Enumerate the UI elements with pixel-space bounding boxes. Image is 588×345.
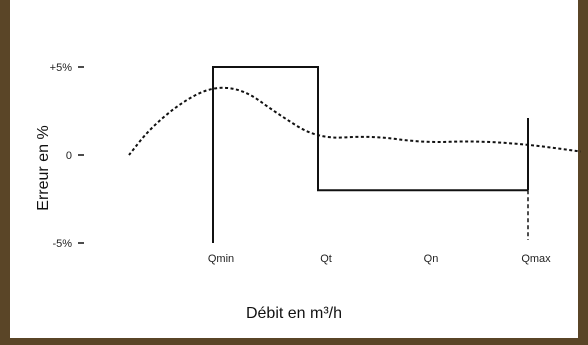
x-axis-ticks: Qmin Qt Qn Qmax [208,253,551,265]
x-axis-label: Débit en m³/h [245,305,343,322]
y-tick-label: 0 [66,150,72,162]
envelope-line [212,66,528,243]
y-tick-label: +5% [50,62,73,74]
y-axis-ticks: +5% 0 -5% [50,62,84,250]
x-tick-label: Qt [320,253,332,265]
x-tick-label: Qmax [521,253,551,265]
error-curve [128,86,581,156]
y-tick-label: -5% [52,238,72,250]
y-axis-label: Erreur en % [35,125,52,211]
x-tick-label: Qn [424,253,439,265]
error-curve-line [128,86,581,156]
error-envelope [212,66,529,243]
x-tick-label: Qmin [208,253,234,265]
